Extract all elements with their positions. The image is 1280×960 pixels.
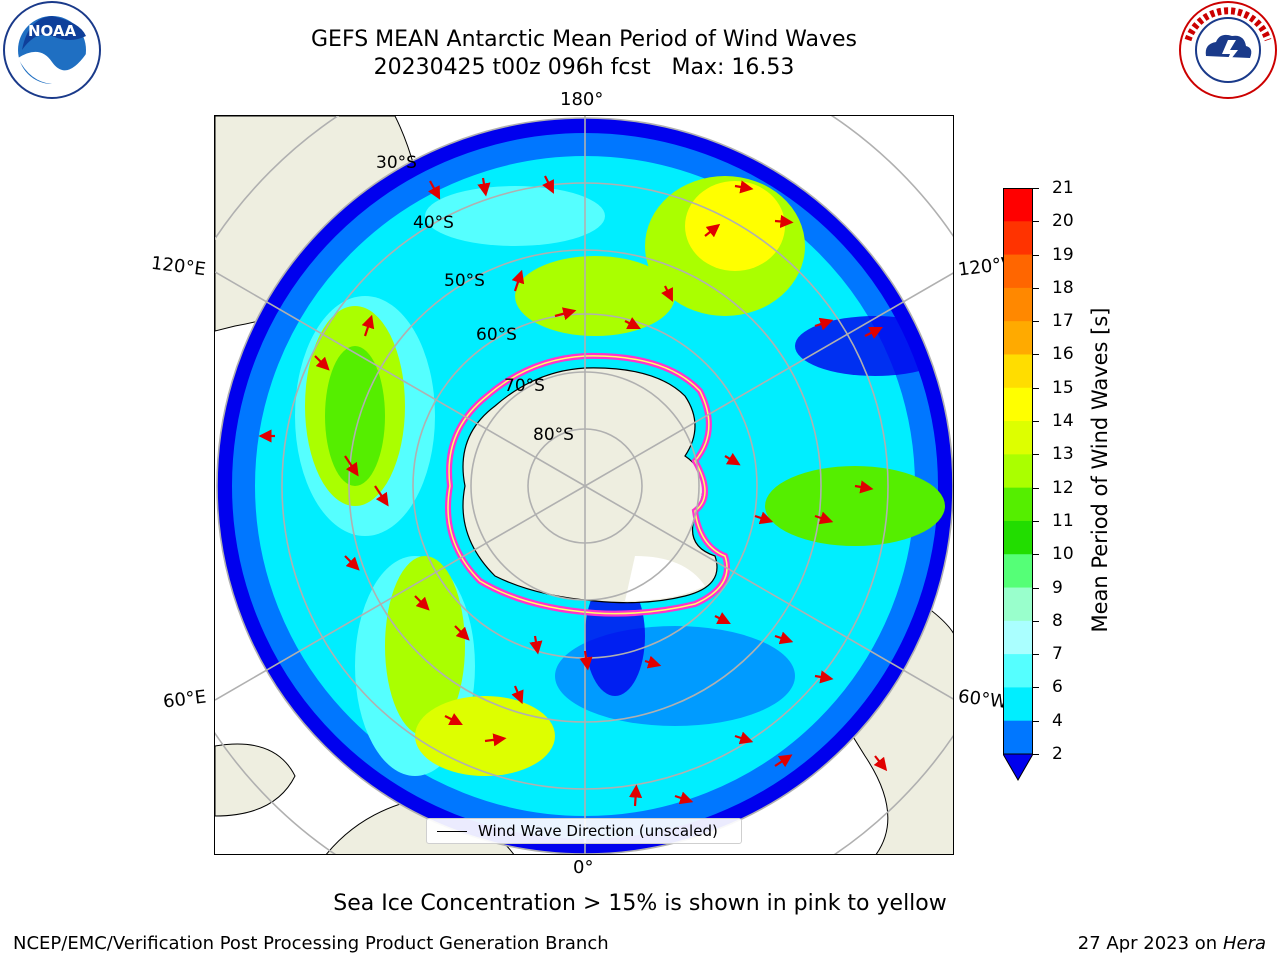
colorbar-tick-label: 18 (1052, 277, 1074, 298)
noaa-logo: NOAA (3, 1, 101, 99)
land-antarctica (462, 367, 718, 604)
colorbar-tick-mark (1033, 654, 1039, 656)
lat-label-50s: 50°S (444, 271, 485, 291)
lon-label-120e: 120°E (149, 252, 207, 281)
nws-logo (1179, 1, 1277, 99)
colorbar-band (1003, 454, 1033, 489)
colorbar-band (1003, 421, 1033, 455)
footer-machine: Hera (1222, 933, 1266, 954)
colorbar-band (1003, 654, 1033, 688)
noaa-logo-text: NOAA (28, 22, 77, 40)
colorbar-tick-mark (1033, 620, 1039, 622)
colorbar (1003, 188, 1033, 782)
colorbar-tick-label: 17 (1052, 311, 1074, 332)
colorbar-tick-mark (1033, 520, 1039, 522)
colorbar-band (1003, 221, 1033, 256)
colorbar-tick-label: 10 (1052, 544, 1074, 565)
lat-label-40s: 40°S (413, 213, 454, 233)
colorbar-band (1003, 587, 1033, 622)
colorbar-tick-label: 11 (1052, 510, 1074, 531)
lat-label-70s: 70°S (504, 376, 545, 396)
wave-direction-arrows (258, 175, 888, 807)
colorbar-band (1003, 487, 1033, 522)
colorbar-tick-mark (1033, 720, 1039, 722)
lon-label-0: 0° (573, 857, 594, 878)
colorbar-band (1003, 287, 1033, 322)
lon-label-180: 180° (560, 89, 604, 110)
colorbar-tick-label: 15 (1052, 377, 1074, 398)
lat-label-30s: 30°S (376, 153, 417, 173)
lon-label-60e: 60°E (161, 686, 208, 713)
map-frame (214, 115, 954, 855)
colorbar-tick-mark (1033, 754, 1039, 755)
colorbar-tick-label: 19 (1052, 244, 1074, 265)
colorbar-tick-label: 16 (1052, 344, 1074, 365)
colorbar-tick-label: 9 (1052, 577, 1063, 598)
colorbar-tick-mark (1033, 587, 1039, 589)
lat-label-60s: 60°S (476, 325, 517, 345)
colorbar-tick-mark (1033, 188, 1039, 189)
colorbar-tick-label: 13 (1052, 444, 1074, 465)
colorbar-outline (1003, 188, 1033, 755)
colorbar-tick-label: 7 (1052, 644, 1063, 665)
colorbar-band (1003, 720, 1033, 755)
ice-shelf (625, 556, 705, 601)
colorbar-band (1003, 520, 1033, 555)
colorbar-tick-mark (1033, 287, 1039, 289)
colorbar-tick-label: 14 (1052, 411, 1074, 432)
colorbar-band (1003, 554, 1033, 589)
sea-ice-note: Sea Ice Concentration > 15% is shown in … (333, 891, 947, 916)
colorbar-band (1003, 354, 1033, 389)
colorbar-label: Mean Period of Wind Waves [s] (1088, 307, 1112, 633)
colorbar-tick-label: 12 (1052, 477, 1074, 498)
footer-date-text: 27 Apr 2023 on (1077, 933, 1223, 954)
legend-line-swatch (437, 831, 467, 832)
colorbar-band (1003, 254, 1033, 289)
footer-date: 27 Apr 2023 on Hera (1078, 933, 1266, 954)
legend-label: Wind Wave Direction (unscaled) (478, 822, 718, 840)
colorbar-band (1003, 321, 1033, 355)
lon-label-60w: 60°W (956, 686, 1009, 713)
colorbar-tick-mark (1033, 254, 1039, 256)
colorbar-tick-label: 20 (1052, 211, 1074, 232)
colorbar-tick-mark (1033, 487, 1039, 489)
colorbar-tick-mark (1033, 421, 1039, 423)
colorbar-tick-label: 6 (1052, 677, 1063, 698)
colorbar-tick-mark (1033, 454, 1039, 456)
colorbar-tick-label: 2 (1052, 744, 1063, 764)
colorbar-band (1003, 620, 1033, 655)
colorbar-tick-mark (1033, 354, 1039, 356)
graticule (215, 116, 953, 854)
colorbar-tick-mark (1033, 387, 1039, 389)
colorbar-tick-mark (1033, 554, 1039, 556)
colorbar-tick-label: 21 (1052, 178, 1074, 198)
lat-label-80s: 80°S (533, 425, 574, 445)
colorbar-tick-label: 8 (1052, 610, 1063, 631)
colorbar-band (1003, 188, 1033, 222)
colorbar-tick-mark (1033, 321, 1039, 323)
map-legend: Wind Wave Direction (unscaled) (426, 818, 742, 844)
colorbar-band (1003, 687, 1033, 722)
map-title: GEFS MEAN Antarctic Mean Period of Wind … (311, 27, 857, 52)
colorbar-band (1003, 387, 1033, 422)
colorbar-tick-mark (1033, 221, 1039, 223)
colorbar-tick-mark (1033, 687, 1039, 689)
map-subtitle: 20230425 t00z 096h fcst Max: 16.53 (373, 55, 795, 80)
colorbar-extend-min (1003, 753, 1033, 782)
footer-organization: NCEP/EMC/Verification Post Processing Pr… (13, 933, 609, 954)
colorbar-tick-label: 4 (1052, 710, 1063, 731)
polar-map (215, 116, 953, 854)
